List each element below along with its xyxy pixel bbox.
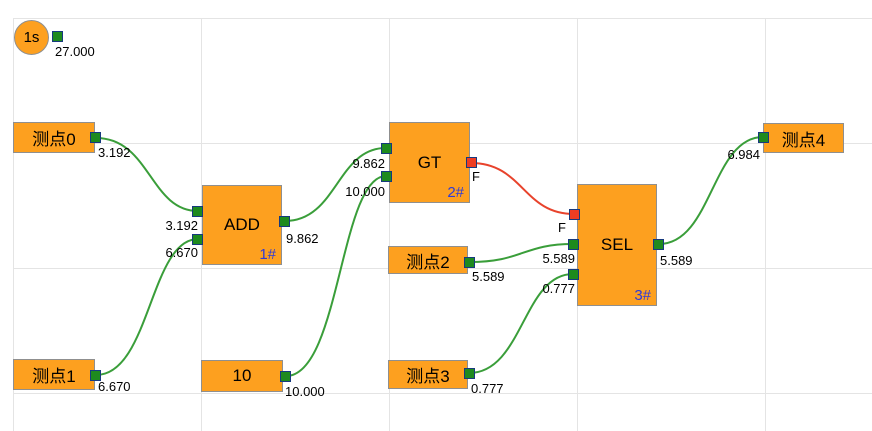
value-timer-out: 27.000 xyxy=(55,44,95,59)
port-add-in1[interactable] xyxy=(192,206,203,217)
block-const-10[interactable]: 10 xyxy=(201,360,283,392)
block-add[interactable]: ADD 1# xyxy=(202,185,282,265)
cd0-label: 测点0 xyxy=(32,130,76,149)
value-gt-in1: 9.862 xyxy=(352,156,385,171)
sel-label: SEL xyxy=(600,235,634,254)
value-const-10-out: 10.000 xyxy=(285,384,325,399)
value-cd2-out: 5.589 xyxy=(472,269,505,284)
port-timer-out[interactable] xyxy=(52,31,63,42)
value-sel-out: 5.589 xyxy=(660,253,693,268)
wire-sel-to-cd4[interactable] xyxy=(658,136,764,245)
value-gt-out: F xyxy=(472,169,480,184)
wire-cd3-to-sel-in3[interactable] xyxy=(468,273,574,374)
value-cd0-out: 3.192 xyxy=(98,145,131,160)
add-index-badge: 1# xyxy=(259,246,276,263)
wire-gt-to-sel-in1[interactable] xyxy=(470,162,575,215)
port-cd3-out[interactable] xyxy=(464,368,475,379)
cd2-label: 测点2 xyxy=(406,252,450,272)
cd3-label: 测点3 xyxy=(406,367,450,386)
wire-cd0-to-add-in1[interactable] xyxy=(95,137,199,212)
block-gt[interactable]: GT 2# xyxy=(389,122,470,203)
block-cd3[interactable]: 测点3 xyxy=(388,360,468,389)
timer-label: 1s xyxy=(23,29,40,46)
cd1-label: 测点1 xyxy=(32,367,76,386)
port-cd2-out[interactable] xyxy=(464,257,475,268)
block-cd2[interactable]: 测点2 xyxy=(388,246,468,274)
value-cd1-out: 6.670 xyxy=(98,379,131,394)
port-gt-in1[interactable] xyxy=(381,143,392,154)
value-sel-in1: F xyxy=(558,220,566,235)
value-sel-in3: 0.777 xyxy=(542,281,575,296)
port-add-in2[interactable] xyxy=(192,234,203,245)
port-sel-out[interactable] xyxy=(653,239,664,250)
wire-add-to-gt-in1[interactable] xyxy=(284,147,387,222)
block-cd1[interactable]: 测点1 xyxy=(13,359,95,390)
port-cd0-out[interactable] xyxy=(90,132,101,143)
port-cd4-in[interactable] xyxy=(758,132,769,143)
port-add-out[interactable] xyxy=(279,216,290,227)
port-sel-in2[interactable] xyxy=(568,239,579,250)
timer-block[interactable]: 1s xyxy=(14,20,49,55)
port-gt-out[interactable] xyxy=(466,157,477,168)
block-cd0[interactable]: 测点0 xyxy=(13,122,95,153)
value-cd3-out: 0.777 xyxy=(471,381,504,396)
gt-index-badge: 2# xyxy=(447,184,464,201)
value-add-out: 9.862 xyxy=(286,231,319,246)
value-add-in1: 3.192 xyxy=(165,218,198,233)
add-label: ADD xyxy=(224,215,260,234)
port-sel-in1[interactable] xyxy=(569,209,580,220)
value-add-in2: 6.670 xyxy=(165,245,198,260)
wire-cd2-to-sel-in2[interactable] xyxy=(468,243,574,263)
cd4-label: 测点4 xyxy=(781,130,826,150)
port-gt-in2[interactable] xyxy=(381,171,392,182)
value-gt-in2: 10.000 xyxy=(345,184,385,199)
port-const-10-out[interactable] xyxy=(280,371,291,382)
wire-c10-to-gt-in2[interactable] xyxy=(285,175,387,377)
value-sel-in2: 5.589 xyxy=(542,251,575,266)
sel-index-badge: 3# xyxy=(634,287,651,304)
gt-label: GT xyxy=(417,152,442,172)
block-cd4[interactable]: 测点4 xyxy=(763,123,844,153)
wire-cd1-to-add-in2[interactable] xyxy=(95,238,199,376)
port-sel-in3[interactable] xyxy=(568,269,579,280)
const-10-label: 10 xyxy=(232,366,252,385)
block-sel[interactable]: SEL 3# xyxy=(577,184,657,306)
value-cd4-in: 6.984 xyxy=(727,147,760,162)
port-cd1-out[interactable] xyxy=(90,370,101,381)
